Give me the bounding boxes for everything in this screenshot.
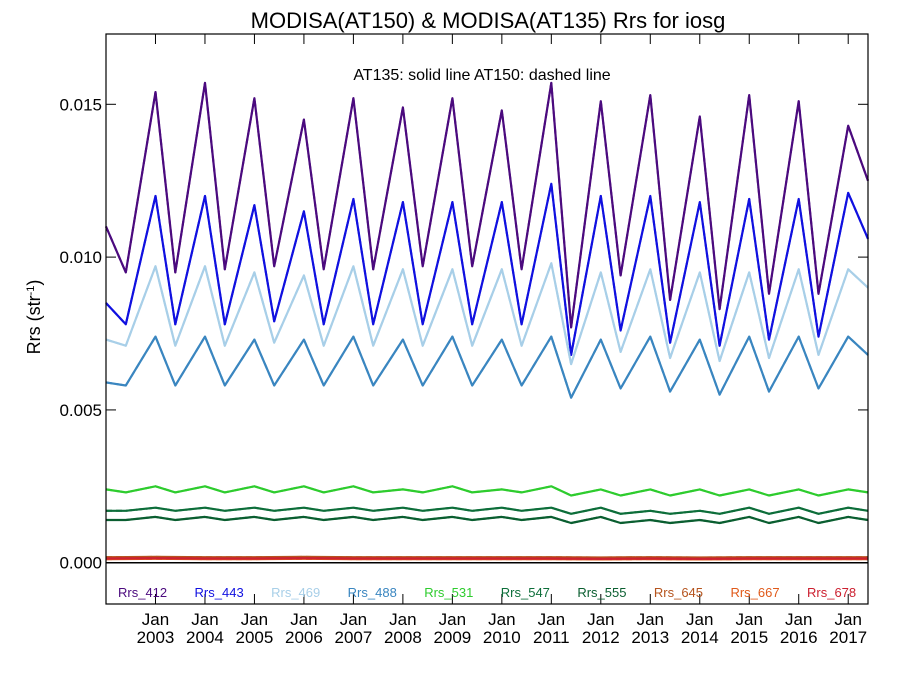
legend-entry-rrs-667: Rrs_667 <box>730 585 779 600</box>
legend: Rrs_412 Rrs_443 Rrs_469 Rrs_488 Rrs_531 Rrs_5… <box>118 585 856 600</box>
legend-entry-rrs-412: Rrs_412 <box>118 585 167 600</box>
y-tick-label: 0.010 <box>59 248 102 267</box>
x-tick-label-year: 2014 <box>681 628 719 647</box>
series-layer <box>104 81 870 561</box>
x-tick-label-year: 2007 <box>334 628 372 647</box>
x-tick-label-month: Jan <box>686 610 713 629</box>
series-line-rrs-412-at150 <box>105 81 869 329</box>
x-tick-label-month: Jan <box>340 610 367 629</box>
legend-entry-rrs-443: Rrs_443 <box>195 585 244 600</box>
x-tick-label-year: 2004 <box>186 628 224 647</box>
x-tick-label-year: 2003 <box>137 628 175 647</box>
y-axis-ticks: 0.000 0.005 0.010 0.015 <box>59 95 868 573</box>
x-tick-label-month: Jan <box>834 610 861 629</box>
x-tick-label-month: Jan <box>736 610 763 629</box>
x-tick-label-month: Jan <box>587 610 614 629</box>
x-tick-label-year: 2008 <box>384 628 422 647</box>
chart-title: MODISA(AT150) & MODISA(AT135) Rrs for io… <box>251 8 726 33</box>
legend-entry-rrs-531: Rrs_531 <box>424 585 473 600</box>
series-line-rrs-531-at150 <box>105 485 869 497</box>
series-line-rrs-469-at150 <box>105 262 869 366</box>
legend-entry-rrs-555: Rrs_555 <box>577 585 626 600</box>
y-axis-label: Rrs (str-1) <box>24 280 44 355</box>
x-tick-label-year: 2015 <box>730 628 768 647</box>
x-tick-label-year: 2009 <box>433 628 471 647</box>
line-style-annotation: AT135: solid line AT150: dashed line <box>353 67 610 84</box>
y-tick-label: 0.000 <box>59 554 102 573</box>
x-tick-label-month: Jan <box>538 610 565 629</box>
x-tick-label-month: Jan <box>290 610 317 629</box>
x-tick-label-month: Jan <box>637 610 664 629</box>
y-axis-label-superscript: -1 <box>25 286 37 296</box>
legend-entry-rrs-488: Rrs_488 <box>348 585 397 600</box>
x-tick-label-year: 2016 <box>780 628 818 647</box>
x-tick-label-month: Jan <box>439 610 466 629</box>
legend-entry-rrs-547: Rrs_547 <box>501 585 550 600</box>
y-axis-label-close: ) <box>24 280 44 286</box>
plot-area-frame <box>105 33 869 605</box>
series-line-rrs-645-at150 <box>105 555 868 559</box>
series-line-rrs-678-at150 <box>105 557 868 560</box>
x-tick-label-year: 2005 <box>236 628 274 647</box>
x-tick-label-month: Jan <box>241 610 268 629</box>
x-tick-label-month: Jan <box>785 610 812 629</box>
x-tick-label-year: 2012 <box>582 628 620 647</box>
series-line-rrs-555-at150 <box>106 515 869 524</box>
legend-entry-rrs-645: Rrs_645 <box>654 585 703 600</box>
x-tick-label-year: 2017 <box>829 628 867 647</box>
x-tick-label-month: Jan <box>488 610 515 629</box>
legend-entry-rrs-678: Rrs_678 <box>807 585 856 600</box>
legend-entry-rrs-469: Rrs_469 <box>271 585 320 600</box>
x-tick-label-year: 2006 <box>285 628 323 647</box>
x-tick-label-month: Jan <box>191 610 218 629</box>
x-tick-label-month: Jan <box>389 610 416 629</box>
x-tick-label-year: 2010 <box>483 628 521 647</box>
x-tick-label-month: Jan <box>142 610 169 629</box>
x-axis-ticks: Jan2003Jan2004Jan2005Jan2006Jan2007Jan20… <box>137 34 867 647</box>
y-axis-label-main: Rrs (str <box>24 295 44 354</box>
y-tick-label: 0.015 <box>59 95 102 114</box>
series-line-rrs-443-at150 <box>105 182 869 356</box>
series-line-rrs-547-at150 <box>106 506 869 515</box>
x-tick-label-year: 2013 <box>631 628 669 647</box>
y-tick-label: 0.005 <box>59 401 102 420</box>
x-tick-label-year: 2011 <box>533 628 570 647</box>
series-line-rrs-488-at150 <box>105 335 869 399</box>
